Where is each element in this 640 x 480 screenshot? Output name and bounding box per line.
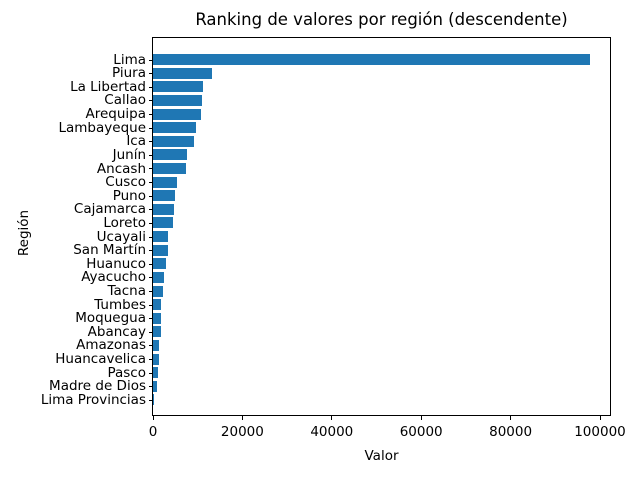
y-tick-label: Moquegua xyxy=(75,310,146,327)
bar-cajamarca xyxy=(153,203,174,215)
y-tick-mark xyxy=(149,359,153,360)
bar-callao xyxy=(153,94,203,106)
y-tick-mark xyxy=(149,182,153,183)
x-tick-mark xyxy=(510,416,512,420)
bar-piura xyxy=(153,67,212,79)
y-tick-mark xyxy=(149,277,153,278)
x-tick-mark xyxy=(420,416,422,420)
bar-huanuco xyxy=(153,258,166,270)
bar-cusco xyxy=(153,176,178,188)
bar-ayacucho xyxy=(153,271,164,283)
y-tick-label: Ica xyxy=(126,133,146,150)
x-tick-label: 100000 xyxy=(574,424,626,440)
y-tick-mark xyxy=(149,209,153,210)
y-tick-mark xyxy=(149,100,153,101)
bar-ancash xyxy=(153,163,187,174)
y-tick-label: Loreto xyxy=(103,214,146,231)
x-tick-mark xyxy=(599,416,601,420)
x-tick-mark xyxy=(152,416,154,420)
y-tick-mark xyxy=(149,250,153,251)
y-tick-label: Tacna xyxy=(107,283,146,299)
chart-title: Ranking de valores por región (descenden… xyxy=(195,10,568,29)
y-tick-label: Tumbes xyxy=(94,296,146,313)
y-tick-label: Madre de Dios xyxy=(49,378,146,395)
y-tick-label: Cajamarca xyxy=(73,201,146,218)
bar-huancavelica xyxy=(153,353,160,365)
y-tick-label: Arequipa xyxy=(85,106,146,122)
y-tick-mark xyxy=(149,141,153,142)
y-tick-label: Junín xyxy=(112,146,146,163)
y-tick-mark xyxy=(149,60,153,61)
x-tick-mark xyxy=(241,416,243,420)
y-tick-mark xyxy=(149,264,153,265)
bar-loreto xyxy=(153,217,173,229)
y-tick-mark xyxy=(149,196,153,197)
y-tick-label: Puno xyxy=(112,187,146,204)
bar-lima-provincias xyxy=(153,394,154,406)
y-tick-label: La Libertad xyxy=(70,78,146,95)
y-tick-label: Huanuco xyxy=(86,255,146,272)
bar-junín xyxy=(153,149,188,161)
bar-tacna xyxy=(153,285,164,297)
y-tick-label: Ayacucho xyxy=(81,269,146,286)
y-tick-mark xyxy=(149,168,153,169)
y-tick-label: Abancay xyxy=(87,323,146,340)
x-tick-label: 20000 xyxy=(220,424,264,440)
y-tick-label: Lima Provincias xyxy=(40,391,146,408)
y-tick-mark xyxy=(149,114,153,115)
y-tick-mark xyxy=(149,73,153,74)
y-tick-label: Cusco xyxy=(105,174,146,191)
y-tick-label: Ucayali xyxy=(96,228,146,245)
y-tick-label: Amazonas xyxy=(76,337,146,354)
bar-lambayeque xyxy=(153,122,197,134)
y-tick-mark xyxy=(149,373,153,374)
y-tick-mark xyxy=(149,87,153,88)
y-tick-mark xyxy=(149,291,153,292)
plot-area xyxy=(152,37,611,416)
bar-abancay xyxy=(153,326,161,338)
bar-puno xyxy=(153,190,175,202)
y-tick-label: Lima xyxy=(113,51,146,68)
y-tick-mark xyxy=(149,400,153,401)
x-tick-label: 80000 xyxy=(489,424,533,440)
bar-moquegua xyxy=(153,312,162,324)
y-tick-mark xyxy=(149,128,153,129)
y-tick-label: Callao xyxy=(104,92,146,109)
bar-arequipa xyxy=(153,108,202,120)
y-tick-mark xyxy=(149,237,153,238)
y-tick-mark xyxy=(149,223,153,224)
y-tick-label: Lambayeque xyxy=(58,119,146,136)
y-tick-label: Piura xyxy=(112,65,146,82)
y-tick-label: Pasco xyxy=(107,364,146,381)
bar-ucayali xyxy=(153,231,169,242)
bar-amazonas xyxy=(153,339,160,351)
bar-san-martín xyxy=(153,244,168,256)
y-tick-label: Huancavelica xyxy=(55,351,146,367)
y-tick-mark xyxy=(149,318,153,319)
bar-ica xyxy=(153,135,194,147)
bar-pasco xyxy=(153,367,159,379)
y-tick-mark xyxy=(149,155,153,156)
y-tick-mark xyxy=(149,332,153,333)
x-axis-label: Valor xyxy=(364,448,399,464)
y-tick-mark xyxy=(149,345,153,346)
y-tick-mark xyxy=(149,305,153,306)
y-tick-mark xyxy=(149,386,153,387)
x-tick-label: 0 xyxy=(148,424,158,440)
x-tick-label: 60000 xyxy=(399,424,443,440)
x-tick-mark xyxy=(331,416,333,420)
y-tick-label: San Martín xyxy=(73,242,146,259)
bar-madre-de-dios xyxy=(153,380,158,392)
bar-lima xyxy=(153,54,591,66)
y-tick-label: Ancash xyxy=(96,160,146,177)
x-tick-label: 40000 xyxy=(310,424,354,440)
bar-tumbes xyxy=(153,299,162,311)
bar-la-libertad xyxy=(153,81,204,93)
